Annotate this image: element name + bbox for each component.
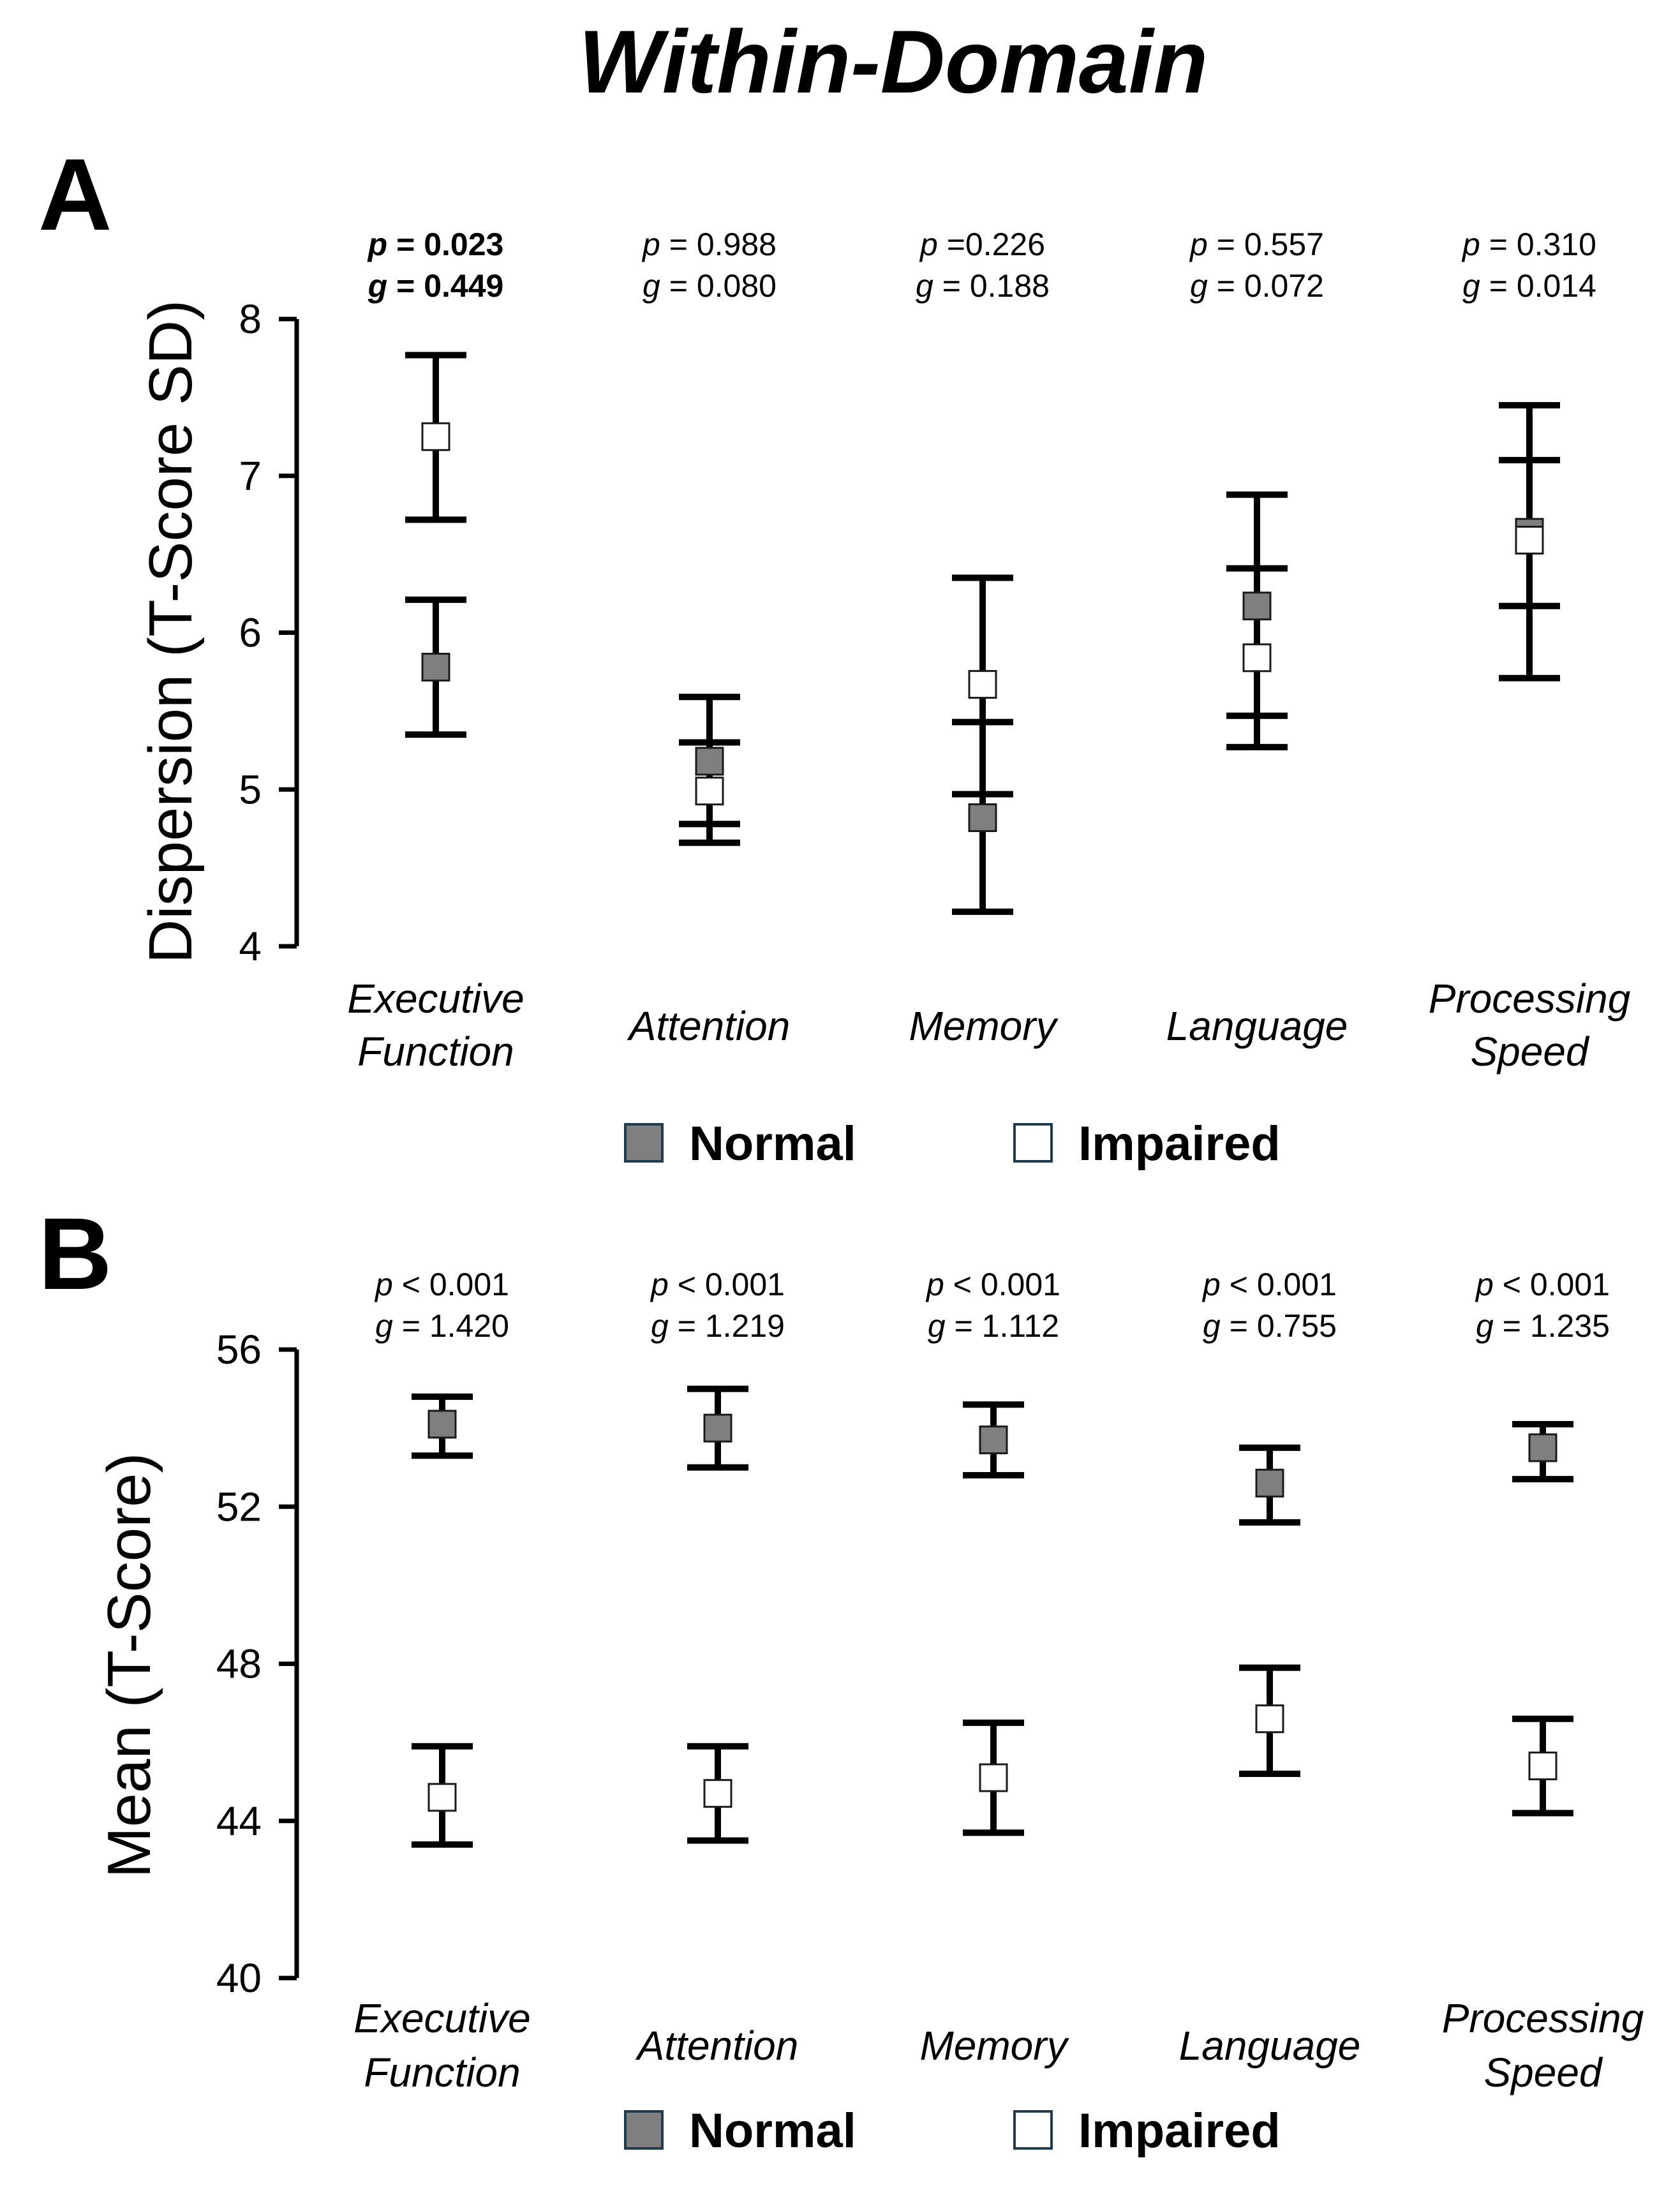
p-value-label: p = 0.557	[1189, 227, 1324, 262]
g-value-label: g = 1.235	[1476, 1308, 1610, 1344]
p-value-label: p < 0.001	[1201, 1267, 1337, 1302]
p-value-label: p < 0.001	[925, 1267, 1060, 1302]
p-value-label: p = 0.988	[641, 227, 777, 262]
impaired-marker	[968, 670, 997, 699]
panel-a: A Dispersion (T-Score SD) 4 5 6 7 8 Executive Fu…	[38, 137, 1631, 1171]
panel-b: B Mean (T-Score) 40 44 48 52 56 Executive Functi…	[38, 1196, 1644, 2158]
panel-letter: B	[38, 1196, 112, 1311]
category-label: Memory	[919, 2023, 1069, 2069]
g-value-label: g = 1.420	[375, 1308, 509, 1344]
category-label: Speed	[1483, 2050, 1603, 2095]
normal-marker	[695, 747, 724, 776]
p-value-label: p =0.226	[919, 227, 1045, 262]
y-tick-label: 52	[216, 1484, 262, 1529]
normal-marker	[979, 1425, 1008, 1455]
legend-label-normal: Normal	[689, 2104, 856, 2158]
impaired-marker	[1515, 526, 1544, 555]
legend-label-impaired: Impaired	[1078, 2104, 1281, 2158]
category-label: Memory	[909, 1003, 1059, 1049]
category-label: Speed	[1470, 1029, 1589, 1075]
p-value-label: p = 0.023	[367, 227, 504, 262]
legend-swatch-impaired	[1013, 2110, 1053, 2150]
impaired-marker	[1255, 1704, 1284, 1734]
p-value-label: p < 0.001	[374, 1267, 509, 1302]
p-value-label: p < 0.001	[650, 1267, 785, 1302]
category-label: Function	[364, 2050, 520, 2095]
category-label: Processing	[1442, 1995, 1644, 2041]
category-label: Processing	[1429, 976, 1631, 1022]
g-value-label: g = 1.219	[651, 1308, 785, 1344]
p-value-label: p = 0.310	[1461, 227, 1596, 262]
category-label: Language	[1166, 1003, 1348, 1049]
g-value-label: g = 0.755	[1203, 1308, 1337, 1344]
y-tick-label: 56	[216, 1327, 262, 1373]
impaired-marker	[979, 1763, 1008, 1792]
impaired-marker	[703, 1779, 732, 1808]
normal-marker	[1242, 592, 1272, 621]
y-tick-label: 7	[239, 453, 262, 499]
y-tick-label: 40	[216, 1955, 262, 2001]
legend-swatch-normal	[624, 1123, 664, 1163]
normal-marker	[968, 803, 997, 832]
y-axis-title: Mean (T-Score)	[95, 1453, 163, 1879]
category-label: Attention	[635, 2023, 799, 2069]
impaired-marker	[1242, 643, 1272, 673]
normal-marker	[1255, 1468, 1284, 1498]
g-value-label: g = 0.449	[368, 268, 504, 304]
y-tick-label: 8	[239, 296, 262, 342]
impaired-marker	[1528, 1752, 1557, 1781]
figure-title: Within-Domain	[579, 11, 1208, 112]
g-value-label: g = 0.080	[643, 268, 777, 304]
category-label: Executive	[353, 1995, 530, 2041]
g-value-label: g = 0.072	[1190, 268, 1324, 304]
legend-swatch-normal	[624, 2110, 664, 2150]
category-label: Attention	[627, 1003, 791, 1049]
category-label: Function	[357, 1029, 514, 1075]
y-tick-label: 6	[239, 610, 262, 656]
g-value-label: g = 0.014	[1462, 268, 1596, 304]
normal-marker	[421, 653, 450, 682]
normal-marker	[703, 1413, 732, 1443]
legend-label-impaired: Impaired	[1078, 1117, 1281, 1171]
legend-swatch-impaired	[1013, 1123, 1053, 1163]
category-label: Executive	[347, 976, 524, 1022]
y-tick-label: 5	[239, 766, 262, 812]
g-value-label: g = 0.188	[916, 268, 1050, 304]
impaired-marker	[421, 422, 450, 451]
g-value-label: g = 1.112	[928, 1308, 1059, 1344]
impaired-marker	[427, 1783, 457, 1812]
y-tick-label: 4	[239, 923, 262, 969]
p-value-label: p < 0.001	[1475, 1267, 1610, 1302]
category-label: Language	[1179, 2023, 1361, 2069]
panel-letter: A	[38, 137, 112, 251]
y-axis-title: Dispersion (T-Score SD)	[137, 300, 205, 964]
y-tick-label: 48	[216, 1641, 262, 1687]
normal-marker	[1528, 1433, 1557, 1462]
legend-label-normal: Normal	[689, 1117, 856, 1171]
y-tick-label: 44	[216, 1798, 262, 1844]
impaired-marker	[695, 777, 724, 806]
normal-marker	[427, 1410, 457, 1439]
